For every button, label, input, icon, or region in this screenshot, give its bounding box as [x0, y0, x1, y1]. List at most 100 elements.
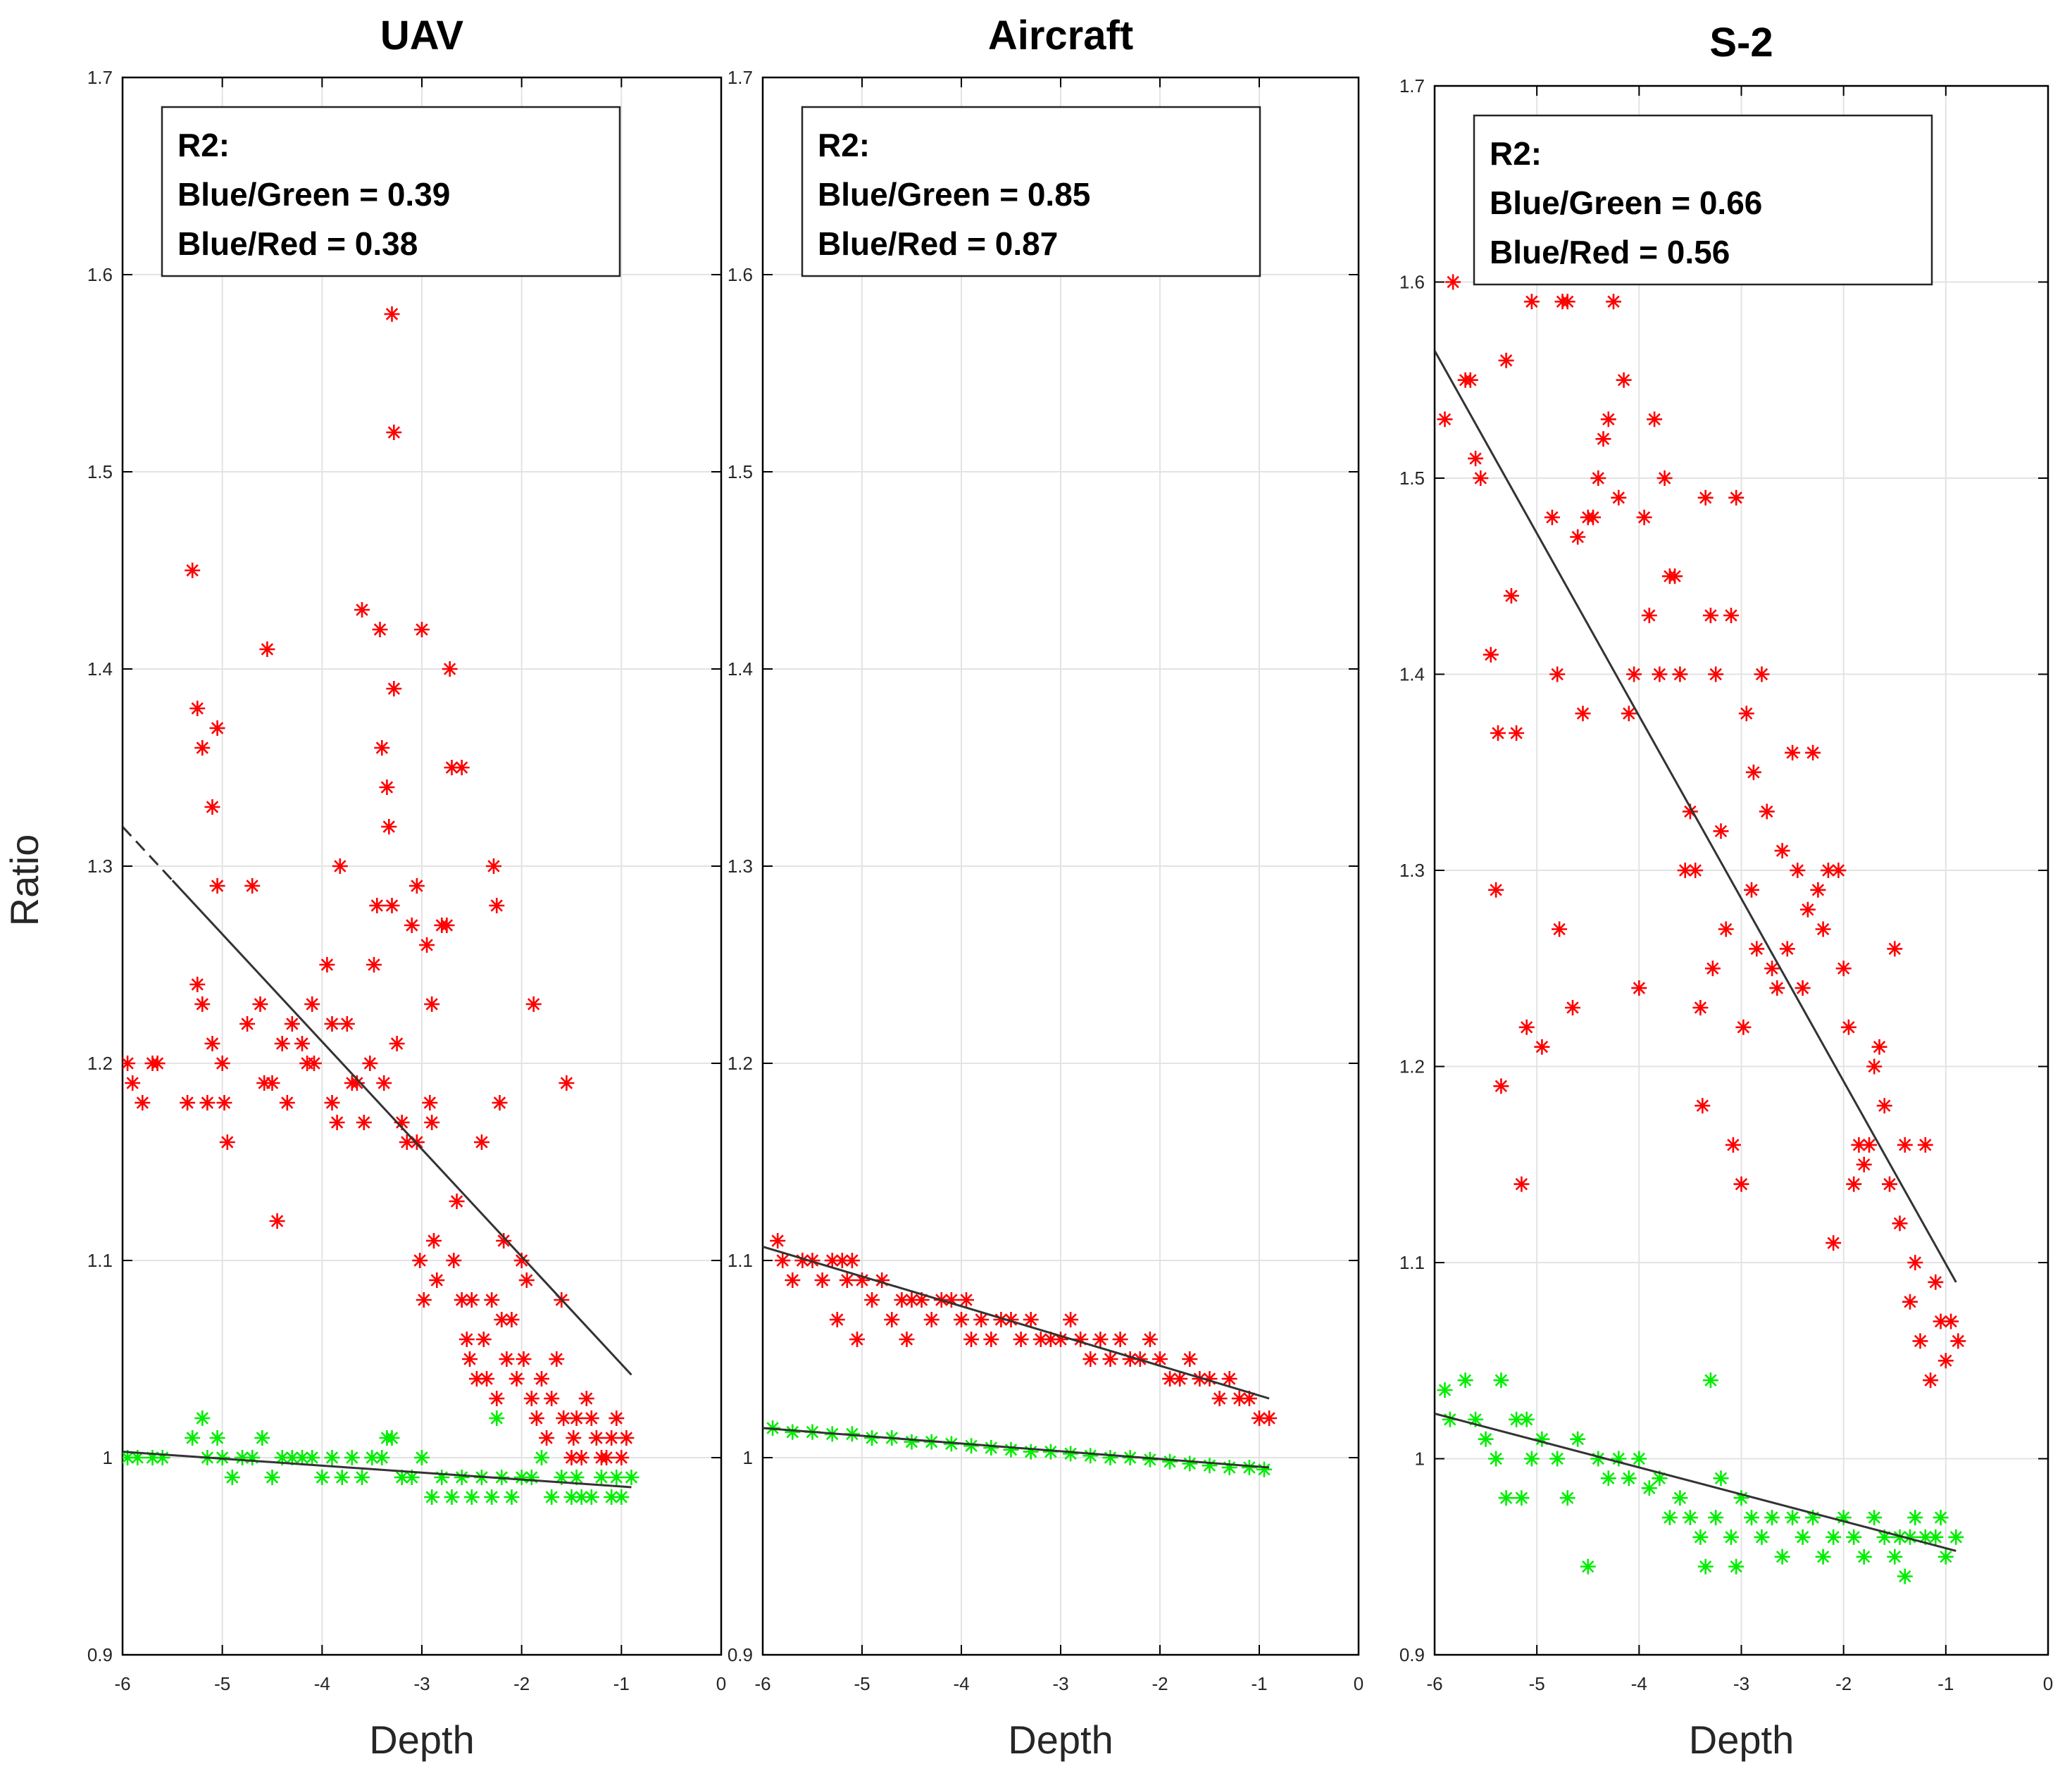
data-point — [422, 1095, 438, 1110]
data-point — [269, 1213, 285, 1229]
data-point — [1082, 1351, 1099, 1367]
data-point — [408, 1134, 425, 1150]
data-point — [194, 996, 211, 1012]
data-point — [1656, 470, 1673, 486]
data-point — [376, 1075, 392, 1091]
data-point — [372, 622, 388, 637]
data-point — [1498, 1490, 1514, 1506]
data-point — [494, 1312, 510, 1327]
data-point — [1728, 489, 1745, 506]
data-point — [558, 1075, 575, 1091]
data-point — [849, 1332, 865, 1347]
legend-heading: R2: — [177, 127, 230, 163]
data-point — [1830, 863, 1847, 878]
data-point — [446, 1253, 462, 1268]
x-tick-label: -6 — [754, 1673, 770, 1694]
data-point — [1702, 1372, 1718, 1389]
data-point — [594, 1470, 609, 1485]
data-point — [1923, 1372, 1939, 1389]
y-tick-label: 1.6 — [87, 264, 113, 285]
y-tick-label: 1.5 — [1399, 468, 1425, 489]
data-point — [479, 1371, 495, 1387]
data-point — [381, 819, 397, 834]
data-point — [1718, 921, 1734, 937]
x-tick-label: -2 — [513, 1673, 530, 1694]
data-point — [1473, 470, 1489, 486]
data-point — [1713, 823, 1729, 839]
data-point — [1769, 980, 1785, 996]
data-point — [1840, 1019, 1856, 1035]
x-tick-label: -1 — [613, 1673, 630, 1694]
data-point — [1704, 960, 1721, 977]
data-point — [1221, 1371, 1237, 1387]
data-point — [1509, 1411, 1525, 1427]
data-point — [1713, 1470, 1729, 1487]
data-point — [463, 1489, 480, 1505]
axes-box — [1433, 85, 2049, 1656]
data-point — [544, 1489, 560, 1505]
x-tick-label: -3 — [413, 1673, 430, 1694]
data-point — [1723, 1529, 1739, 1545]
y-tick-label: 1 — [103, 1447, 113, 1468]
data-point — [416, 1292, 432, 1308]
data-point — [449, 1194, 465, 1209]
data-point — [1523, 1451, 1540, 1467]
data-point — [1092, 1332, 1109, 1347]
data-point — [963, 1438, 980, 1454]
data-point — [959, 1292, 974, 1308]
data-point — [913, 1292, 930, 1308]
data-point — [1202, 1458, 1218, 1474]
series-blue-red — [770, 1233, 1278, 1426]
data-point — [364, 1450, 380, 1465]
data-point — [274, 1036, 290, 1051]
data-point — [1785, 1510, 1801, 1526]
y-tick-label: 1.5 — [87, 461, 113, 482]
data-point — [534, 1371, 549, 1387]
data-point — [1647, 411, 1663, 427]
data-point — [489, 1391, 505, 1406]
data-point — [1600, 1470, 1616, 1487]
data-point — [204, 1036, 220, 1051]
data-point — [1785, 744, 1801, 761]
legend-entry: Blue/Green = 0.85 — [818, 176, 1090, 213]
data-point — [1493, 1372, 1509, 1389]
data-point — [1063, 1446, 1079, 1462]
data-point — [1764, 1510, 1780, 1526]
data-point — [256, 1075, 273, 1091]
data-point — [1252, 1410, 1267, 1426]
data-point — [1570, 1431, 1586, 1447]
data-point — [1738, 706, 1754, 722]
data-point — [434, 1470, 450, 1485]
data-point — [1907, 1255, 1923, 1270]
data-point — [568, 1410, 585, 1426]
data-point — [549, 1351, 565, 1367]
data-point — [369, 898, 385, 913]
data-point — [1544, 509, 1560, 525]
y-tick-label: 1.2 — [728, 1053, 753, 1074]
data-point — [284, 1016, 300, 1032]
data-point — [334, 1470, 350, 1485]
data-point — [513, 1253, 530, 1268]
data-point — [1641, 608, 1657, 623]
data-point — [1182, 1456, 1198, 1472]
data-point — [518, 1272, 535, 1288]
data-point — [1631, 1451, 1647, 1467]
data-point — [1042, 1444, 1059, 1460]
data-point — [304, 996, 320, 1012]
data-point — [1697, 489, 1714, 506]
data-point — [1892, 1215, 1908, 1232]
data-point — [1933, 1510, 1949, 1526]
data-point — [1611, 489, 1627, 506]
data-point — [1611, 1451, 1627, 1467]
data-point — [1261, 1410, 1278, 1426]
data-point — [1764, 960, 1780, 977]
data-point — [609, 1410, 625, 1426]
data-point — [454, 1292, 470, 1308]
data-point — [1943, 1313, 1959, 1329]
data-point — [954, 1312, 969, 1327]
data-point — [1445, 274, 1461, 290]
data-point — [1523, 294, 1540, 310]
data-point — [563, 1489, 580, 1505]
data-point — [943, 1292, 959, 1308]
data-point — [394, 1470, 410, 1485]
